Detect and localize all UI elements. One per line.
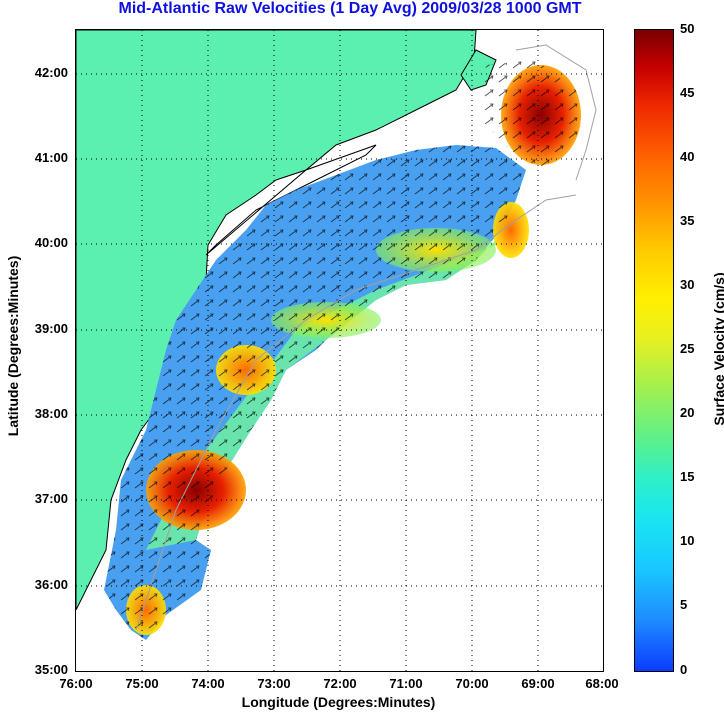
x-tick-label: 75:00 [125, 676, 159, 691]
colorbar-tick: 15 [680, 469, 695, 484]
colorbar-label: Surface Velocity (cm/s) [711, 272, 724, 426]
colorbar-tick: 30 [680, 277, 695, 292]
y-tick-label: 36:00 [34, 577, 68, 592]
colorbar-tick: 0 [680, 662, 688, 677]
colorbar-tick: 50 [680, 21, 695, 36]
y-tick-label: 37:00 [34, 491, 68, 506]
x-tick-label: 68:00 [585, 676, 619, 691]
colorbar-tick: 35 [680, 213, 695, 228]
x-tick-label: 71:00 [389, 676, 423, 691]
x-tick-label: 73:00 [257, 676, 291, 691]
land-mass [76, 30, 477, 611]
map-canvas [76, 30, 603, 671]
colorbar-tick: 5 [680, 597, 688, 612]
grid-lines [76, 30, 603, 671]
x-axis-label: Longitude (Degrees:Minutes) [241, 694, 436, 710]
y-tick-label: 42:00 [34, 65, 68, 80]
y-tick-label: 38:00 [34, 406, 68, 421]
colorbar-tick: 10 [680, 533, 695, 548]
colorbar-tick: 45 [680, 85, 695, 100]
x-tick-label: 69:00 [521, 676, 555, 691]
x-tick-label: 74:00 [191, 676, 225, 691]
x-tick-label: 72:00 [323, 676, 357, 691]
y-tick-label: 40:00 [34, 235, 68, 250]
colorbar-tick: 40 [680, 149, 695, 164]
y-tick-label: 39:00 [34, 321, 68, 336]
y-tick-label: 41:00 [34, 150, 68, 165]
x-tick-label: 76:00 [59, 676, 93, 691]
map-panel[interactable] [75, 29, 604, 672]
current-vectors [481, 60, 581, 170]
colorbar-tick: 25 [680, 341, 695, 356]
y-axis-label: Latitude (Degrees:Minutes) [5, 255, 21, 437]
colorbar-tick: 20 [680, 405, 695, 420]
x-tick-label: 70:00 [455, 676, 489, 691]
colorbar [634, 29, 674, 672]
long-island [205, 144, 377, 256]
isobath-line [135, 194, 577, 631]
map-title: Mid-Atlantic Raw Velocities (1 Day Avg) … [118, 0, 582, 17]
isobath-line [515, 44, 597, 181]
y-tick-label: 35:00 [34, 662, 68, 677]
